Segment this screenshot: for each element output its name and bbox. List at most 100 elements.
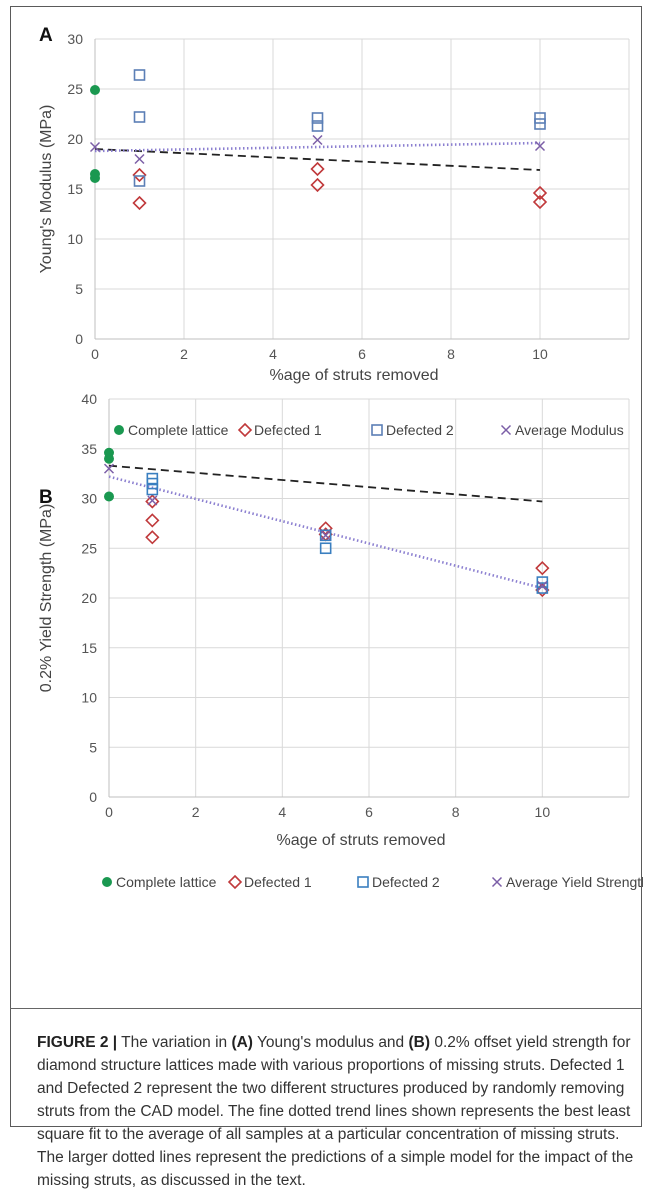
x-tick-label-b: 2 (192, 804, 200, 820)
chart-a: A 0 5 10 15 20 25 30 0 2 4 6 8 10 %age of struts remov… (38, 25, 630, 438)
y-tick-label-b: 10 (81, 690, 97, 706)
legend-label-defected-2: Defected 2 (372, 874, 440, 890)
data-point-defected-1 (132, 167, 147, 183)
chart-b: B 0 5 10 15 20 25 30 35 40 0 2 4 6 8 10 %age of struts r… (38, 391, 643, 890)
series-defected-1-b (145, 494, 550, 598)
data-point-average-yield-strength (537, 581, 548, 592)
x-tick-label-a: 8 (447, 346, 455, 362)
y-tick-label-b: 25 (81, 540, 97, 556)
legend-label-defected-1: Defected 1 (254, 422, 322, 438)
data-point-defected-2 (311, 112, 324, 124)
x-tick-label-a: 10 (532, 346, 548, 362)
data-point-defected-2 (146, 483, 159, 496)
caption-label: FIGURE 2 | (37, 1034, 118, 1051)
x-tick-label-b: 8 (452, 804, 460, 820)
y-tick-label-a: 15 (67, 181, 83, 197)
data-point-defected-1 (532, 194, 548, 210)
data-point-average-modulus (134, 153, 145, 165)
legend-marker-defected-1 (227, 874, 243, 890)
data-point-average-yield-strength (103, 463, 115, 474)
legend-marker-complete-lattice (114, 425, 124, 435)
data-point-defected-2 (133, 111, 146, 123)
x-tick-label-a: 4 (269, 346, 277, 362)
series-defected-2-b (146, 472, 549, 594)
legend-marker-average-modulus (500, 424, 512, 436)
y-tick-label-b: 20 (81, 590, 97, 606)
data-point-defected-1 (145, 530, 160, 545)
x-axis-title-b: %age of struts removed (277, 832, 446, 849)
legend-marker-average-yield-strength (491, 876, 503, 888)
y-tick-label-a: 20 (67, 131, 83, 147)
gridlines-b (108, 398, 630, 798)
y-tick-label-b: 30 (81, 491, 97, 507)
x-tick-label-b: 6 (365, 804, 373, 820)
series-average-modulus-a (89, 134, 546, 165)
data-point-defected-2 (146, 477, 159, 490)
caption-panel-b: (B) (408, 1034, 431, 1051)
data-point-defected-2 (536, 582, 549, 594)
dashed-trend-line-a (94, 148, 541, 171)
data-point-defected-1 (535, 561, 550, 576)
data-point-complete-lattice (90, 85, 100, 95)
panel-letter-b: B (39, 487, 53, 508)
data-point-defected-1 (132, 195, 147, 211)
x-tick-label-a: 0 (91, 346, 99, 362)
data-point-defected-1 (532, 185, 548, 201)
panel-letter-a: A (39, 25, 53, 46)
gridlines-a (94, 38, 630, 340)
data-point-defected-2 (133, 175, 146, 187)
y-tick-label-a: 25 (67, 81, 83, 97)
series-average-yield-strength-b (103, 463, 548, 592)
caption-panel-a: (A) (231, 1034, 253, 1051)
legend-marker-defected-2 (371, 424, 383, 436)
dashed-trend-line-b (108, 464, 543, 503)
data-point-average-modulus (89, 141, 101, 153)
data-point-average-yield-strength (320, 530, 331, 541)
caption-divider (10, 1008, 642, 1009)
caption-text-1: The variation in (117, 1034, 232, 1051)
data-point-defected-1 (145, 494, 160, 509)
data-point-defected-2 (133, 69, 146, 81)
data-point-defected-1 (535, 582, 550, 598)
y-tick-label-a: 30 (67, 31, 83, 47)
series-defected-2-a (133, 69, 546, 187)
legend-marker-complete-lattice (102, 877, 112, 887)
legend-marker-defected-2 (357, 876, 369, 888)
data-point-complete-lattice (90, 173, 100, 183)
legend-label-average-yield-strength: Average Yield Strength (506, 874, 643, 890)
caption-text-3: 0.2% offset yield strength for diamond s… (37, 1034, 634, 1189)
caption-text-2: Young's modulus and (252, 1034, 409, 1051)
legend-b: Complete lattice Defected 1 Defected 2 Aver… (102, 874, 643, 890)
legend-label-defected-1: Defected 1 (244, 874, 312, 890)
y-axis-title-b: 0.2% Yield Strength (MPa) (38, 504, 55, 693)
y-tick-label-a: 0 (75, 331, 83, 347)
legend-label-defected-2: Defected 2 (386, 422, 454, 438)
x-tick-label-b: 10 (535, 804, 551, 820)
data-point-defected-1 (310, 161, 325, 177)
x-tick-label-b: 4 (278, 804, 286, 820)
legend-label-average-modulus: Average Modulus (515, 422, 624, 438)
y-tick-label-a: 5 (75, 281, 83, 297)
x-tick-label-a: 2 (180, 346, 188, 362)
y-tick-label-b: 35 (81, 441, 97, 457)
series-complete-lattice-b (104, 447, 114, 502)
figure-frame: A 0 5 10 15 20 25 30 0 2 4 6 8 10 %age of struts remov… (10, 6, 643, 1189)
data-point-complete-lattice (104, 453, 114, 464)
y-tick-label-b: 40 (81, 391, 97, 407)
data-point-average-yield-strength (147, 495, 158, 506)
data-point-average-modulus (312, 134, 323, 146)
y-tick-label-b: 15 (81, 640, 97, 656)
legend-label-complete-lattice: Complete lattice (128, 422, 229, 438)
legend-label-complete-lattice: Complete lattice (116, 874, 217, 890)
data-point-defected-2 (311, 120, 324, 132)
data-point-complete-lattice (104, 491, 114, 502)
data-point-defected-1 (145, 513, 160, 528)
figure-caption: FIGURE 2 | The variation in (A) Young's … (37, 1031, 637, 1192)
dotted-trend-line-a (94, 141, 541, 153)
y-tick-label-b: 5 (89, 739, 97, 755)
data-point-average-modulus (534, 140, 546, 152)
data-point-defected-2 (534, 118, 546, 130)
x-tick-label-b: 0 (105, 804, 113, 820)
series-complete-lattice-a (90, 85, 100, 183)
